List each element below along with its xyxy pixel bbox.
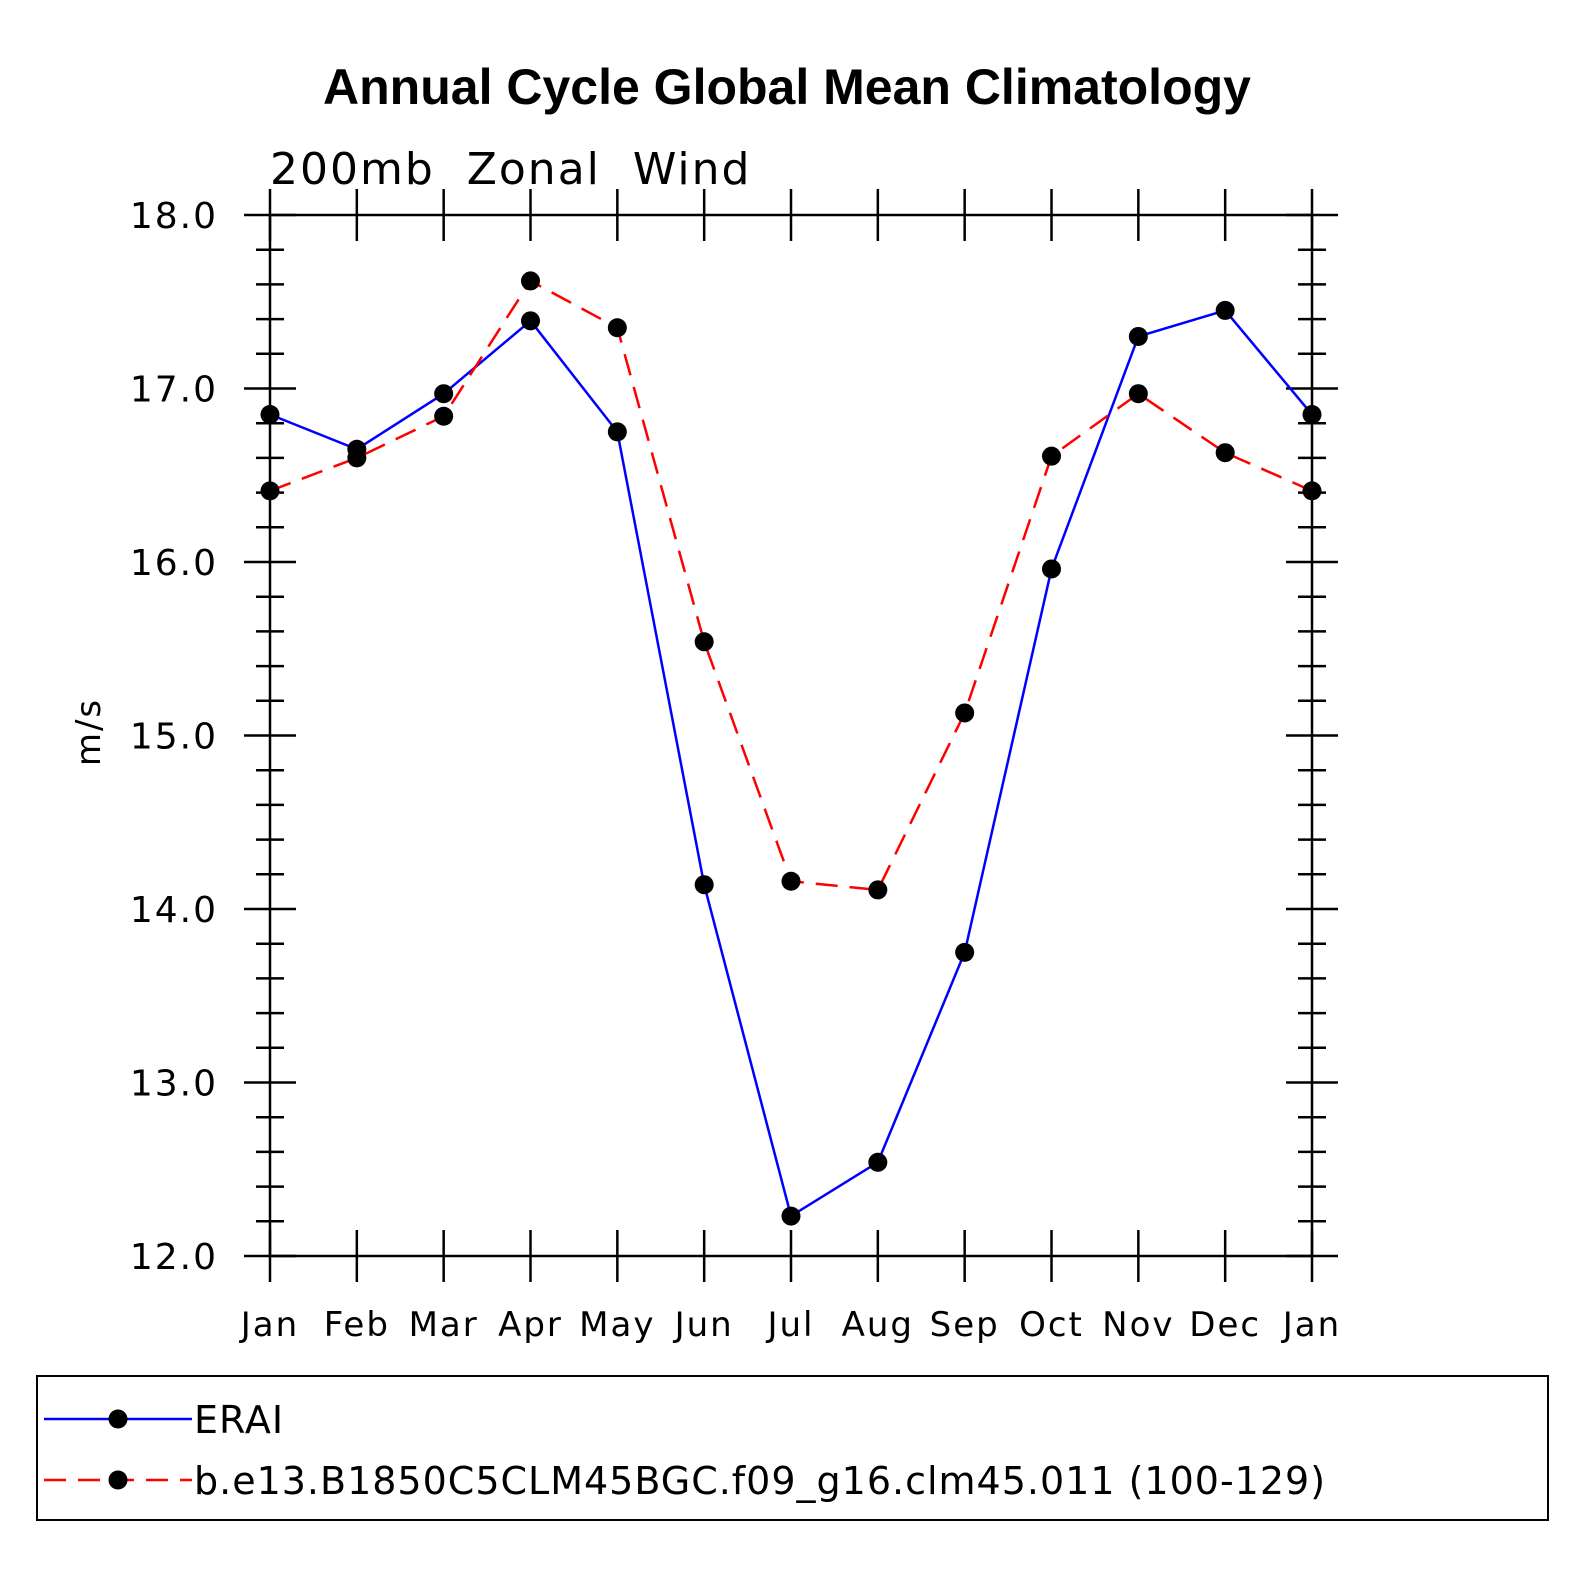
series-0-point (1215, 300, 1235, 320)
x-tick-label: Feb (324, 1305, 390, 1345)
x-tick-label: Apr (498, 1305, 563, 1345)
x-tick-label: May (579, 1305, 655, 1345)
y-tick-label: 12.0 (130, 1237, 218, 1278)
series-0-point (694, 875, 714, 895)
series-points (260, 271, 1322, 1226)
series-0-point (434, 384, 454, 404)
series-1-point (260, 481, 280, 501)
series-1-point (1215, 443, 1235, 463)
series-line-1 (269, 279, 1313, 892)
y-tick-label: 17.0 (130, 370, 218, 411)
series-0-point (1302, 405, 1322, 425)
y-tick-labels: 12.0 13.0 14.0 15.0 16.0 17.0 18.0 (130, 196, 218, 1278)
x-tick-label: Oct (1019, 1305, 1084, 1345)
chart-subtitle: 200mb Zonal Wind (270, 144, 751, 195)
x-tick-label: Jun (673, 1305, 734, 1345)
x-tick-label: Dec (1189, 1305, 1261, 1345)
series-1-point (1302, 481, 1322, 501)
x-tick-label: Jul (765, 1305, 814, 1345)
legend-marker-0 (108, 1409, 128, 1429)
series-1-point (521, 271, 540, 291)
series-1-point (868, 880, 888, 900)
y-axis-label: m/s (69, 698, 109, 766)
x-tick-label: Mar (409, 1305, 479, 1345)
series-1-point (347, 448, 367, 468)
y-tick-label: 14.0 (130, 890, 218, 931)
legend-box (36, 1375, 1549, 1521)
chart-title: Annual Cycle Global Mean Climatology (323, 59, 1251, 115)
series-line-0 (269, 308, 1313, 1219)
x-tick-label: Sep (930, 1305, 1000, 1345)
series-0-point (868, 1152, 888, 1172)
series-1-point (955, 703, 975, 723)
legend: ERAI b.e13.B1850C5CLM45BGC.f09_g16.clm45.… (36, 1375, 1549, 1521)
x-tick-label: Jan (239, 1305, 299, 1345)
series-1-point (694, 632, 714, 652)
series-0-point (1128, 326, 1148, 346)
series-0-point (607, 422, 627, 442)
y-tick-label: 18.0 (130, 196, 218, 237)
legend-label-1: b.e13.B1850C5CLM45BGC.f09_g16.clm45.011 … (194, 1459, 1326, 1503)
y-tick-label: 13.0 (130, 1064, 218, 1105)
x-tick-label: Jan (1281, 1305, 1341, 1345)
series-lines (269, 279, 1313, 1219)
y-tick-label: 16.0 (130, 543, 218, 584)
x-tick-label: Aug (842, 1305, 914, 1345)
legend-marker-1 (108, 1470, 128, 1490)
series-0-point (1042, 559, 1061, 579)
series-1-point (781, 871, 801, 891)
x-tick-labels: Jan Feb Mar Apr May Jun Jul Aug Sep Oct Nov Dec Jan (239, 1305, 1341, 1345)
series-0-point (955, 942, 975, 962)
plot-frame (268, 213, 1314, 1258)
series-1-point (434, 406, 454, 426)
axis-ticks (244, 189, 1338, 1282)
legend-label-0: ERAI (194, 1398, 284, 1442)
x-tick-label: Nov (1102, 1305, 1174, 1345)
series-1-point (1042, 446, 1061, 466)
y-tick-label: 15.0 (130, 717, 218, 758)
series-1-point (607, 318, 627, 338)
series-0-point (781, 1206, 801, 1226)
series-0-point (521, 311, 540, 331)
series-1-point (1128, 384, 1148, 404)
series-0-point (260, 405, 280, 425)
